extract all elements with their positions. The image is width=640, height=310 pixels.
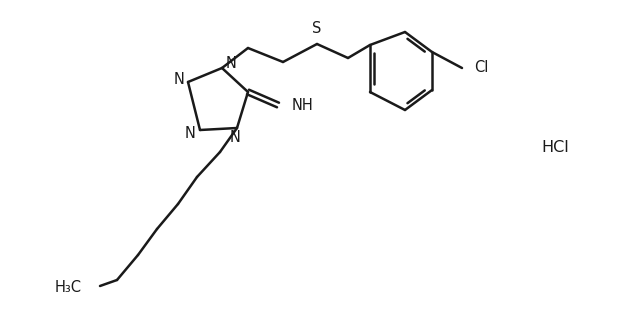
Text: Cl: Cl <box>474 60 488 76</box>
Text: N: N <box>230 130 241 144</box>
Text: N: N <box>184 126 195 140</box>
Text: NH: NH <box>292 98 314 113</box>
Text: H₃C: H₃C <box>55 281 82 295</box>
Text: HCl: HCl <box>541 140 569 156</box>
Text: S: S <box>312 21 322 36</box>
Text: N: N <box>225 55 236 70</box>
Text: N: N <box>173 72 184 86</box>
